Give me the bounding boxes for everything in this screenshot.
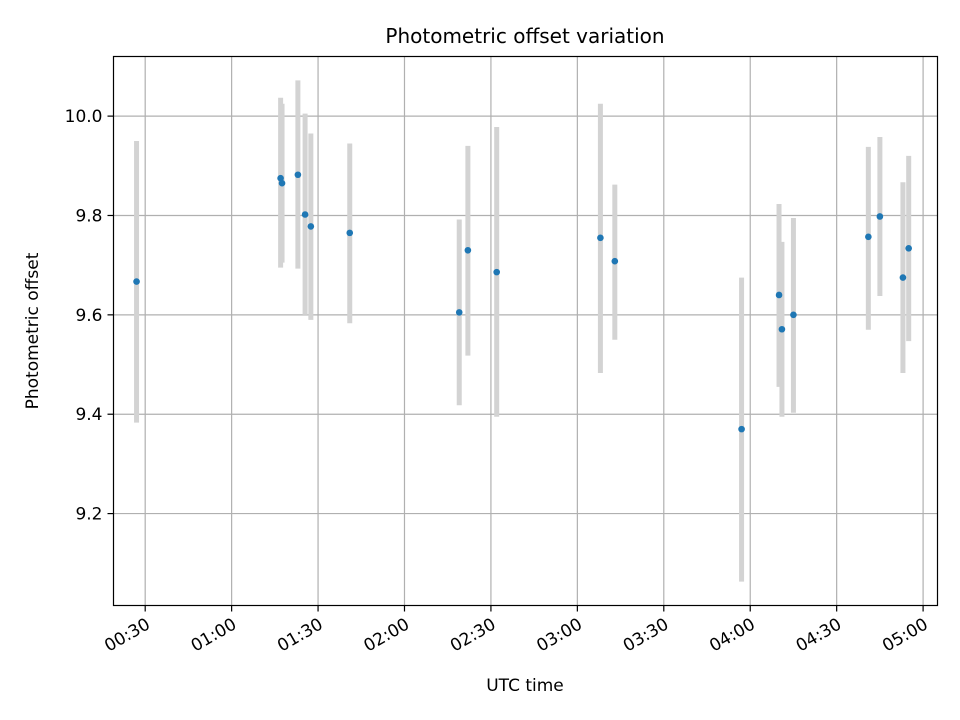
data-point [865, 233, 872, 241]
x-axis-label: UTC time [486, 676, 564, 696]
data-point [876, 213, 884, 220]
data-point [775, 291, 783, 299]
data-point [778, 325, 786, 333]
data-point [738, 425, 745, 433]
grid [113, 56, 938, 606]
plot-frame [112, 55, 939, 607]
data-point [464, 246, 472, 254]
data-point [277, 174, 284, 182]
data-point [899, 274, 907, 281]
data-point [301, 211, 309, 218]
y-tick-label: 9.8 [75, 206, 102, 226]
data-point [597, 234, 604, 242]
data-point [307, 223, 315, 230]
data-point [133, 278, 140, 285]
data-point [493, 268, 500, 276]
data-point [455, 309, 463, 316]
data-point [346, 229, 354, 237]
y-tick-label: 9.2 [75, 505, 102, 525]
chart-title: Photometric offset variation [385, 24, 664, 48]
y-axis-ticks: 9.2 9.4 9.6 9.8 10.0 [65, 107, 114, 525]
y-tick-label: 9.4 [75, 405, 102, 425]
y-tick-label: 9.6 [75, 306, 102, 326]
data-point [278, 179, 286, 187]
data-point [294, 171, 302, 179]
data-point [611, 257, 619, 265]
data-points [133, 171, 912, 433]
data-point [905, 244, 912, 252]
y-axis-label: Photometric offset [23, 252, 43, 409]
data-point [790, 311, 797, 319]
y-tick-label: 10.0 [65, 107, 103, 127]
